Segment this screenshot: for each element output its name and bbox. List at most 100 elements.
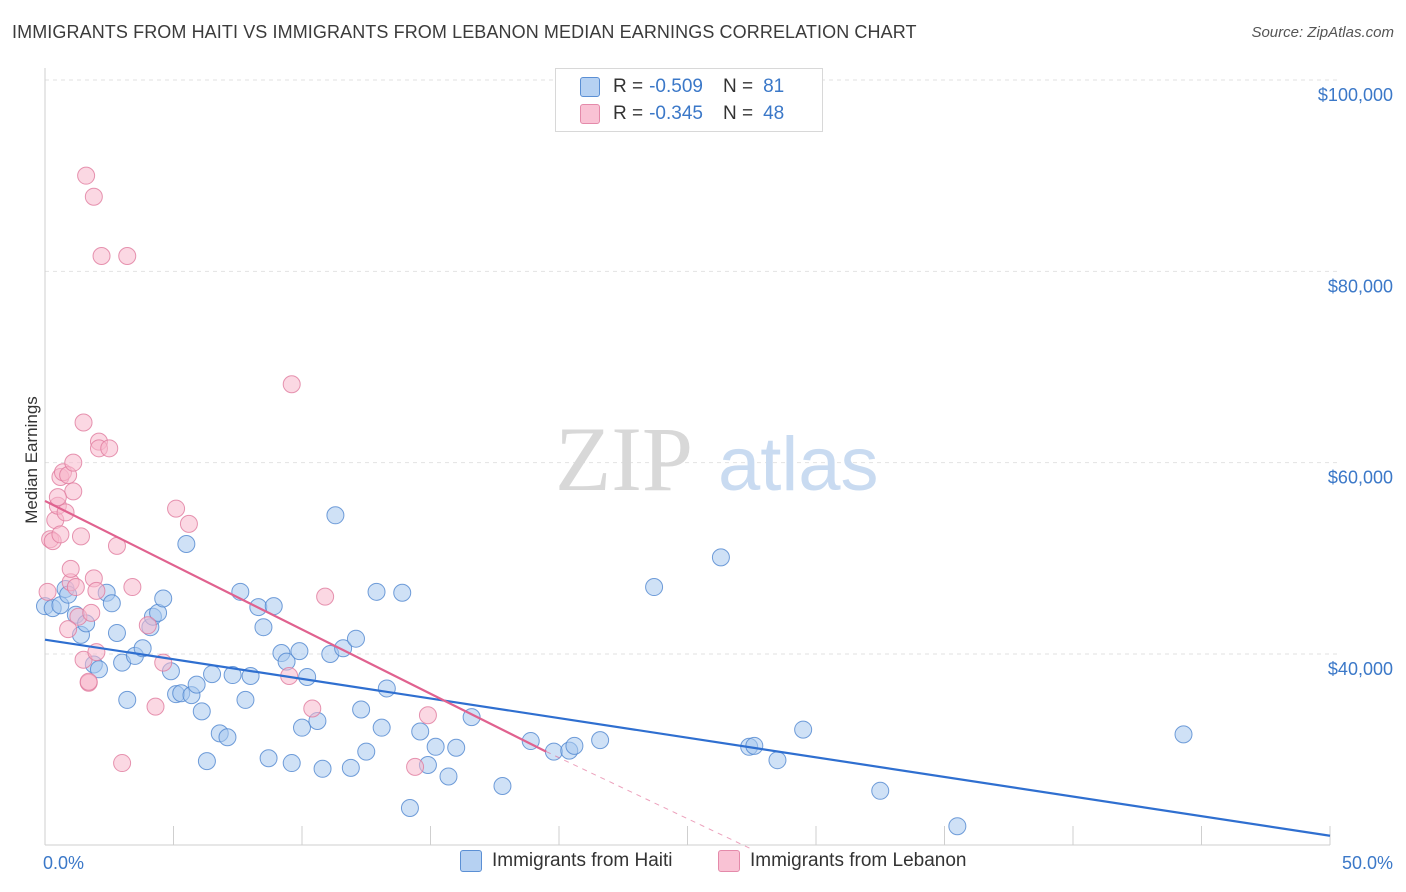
haiti-point [203, 665, 222, 684]
lebanon-point [303, 699, 322, 718]
lebanon-point [92, 247, 111, 266]
lebanon-point [38, 582, 57, 601]
haiti-point [591, 731, 610, 750]
lebanon-point [118, 247, 137, 266]
haiti-point [290, 642, 309, 661]
haiti-point [794, 720, 813, 739]
haiti-point [372, 718, 391, 737]
haiti-point [565, 736, 584, 755]
haiti-point [393, 583, 412, 602]
haiti-point [218, 728, 237, 747]
y-tick-label: $60,000 [1328, 468, 1393, 488]
haiti-point [426, 737, 445, 756]
lebanon-point [146, 697, 165, 716]
axes [44, 68, 1331, 846]
watermark: ZIP atlas [555, 408, 879, 510]
stats-legend: R = -0.509 N = 81 R = -0.345 N = 48 [555, 68, 823, 132]
legend-r-label: R = [613, 76, 644, 97]
lebanon-point [74, 413, 93, 432]
lebanon-trend-extension [545, 751, 752, 850]
legend-item-haiti: Immigrants from Haiti [460, 850, 673, 872]
haiti-point [313, 759, 332, 778]
haiti-point [107, 623, 126, 642]
legend-r-value: -0.345 [649, 103, 703, 124]
x-tick-label: 0.0% [43, 853, 84, 873]
haiti-point [259, 749, 278, 768]
lebanon-point [64, 453, 83, 472]
legend-n-value: 81 [763, 76, 785, 97]
haiti-trend-line [44, 638, 1331, 837]
lebanon-point [87, 581, 106, 600]
lebanon-point [82, 603, 101, 622]
lebanon-point [79, 672, 98, 691]
y-tick-label: $100,000 [1318, 85, 1393, 105]
haiti-point [948, 817, 967, 836]
haiti-point [118, 690, 137, 709]
haiti-point [293, 718, 311, 737]
haiti-point [411, 722, 430, 741]
lebanon-point [100, 439, 119, 458]
lebanon-point [418, 706, 437, 725]
legend-r-value: -0.509 [649, 76, 703, 97]
haiti-point [187, 675, 206, 694]
haiti-point [177, 534, 196, 553]
haiti-point [223, 666, 242, 685]
legend-row-haiti: R = -0.509 N = 81 [580, 75, 784, 99]
lebanon-point [66, 578, 85, 597]
haiti-point [745, 736, 764, 755]
lebanon-point [316, 587, 335, 606]
haiti-point [711, 548, 730, 567]
haiti-point [447, 738, 466, 757]
lebanon-point [179, 514, 198, 533]
lebanon-point [282, 375, 301, 394]
y-tick-label: $40,000 [1328, 659, 1393, 679]
chart-title: IMMIGRANTS FROM HAITI VS IMMIGRANTS FROM… [12, 22, 917, 42]
y-tick-labels: $40,000 $60,000 $80,000 $100,000 [1318, 85, 1393, 679]
haiti-point [871, 781, 890, 800]
lebanon-legend-swatch [718, 850, 740, 872]
legend-r-label: R = [613, 103, 644, 124]
x-tick-label: 50.0% [1342, 853, 1393, 873]
lebanon-point [71, 527, 90, 546]
lebanon-point [138, 616, 157, 635]
haiti-point [346, 629, 365, 648]
haiti-point [341, 758, 360, 777]
legend-n-label: N = [722, 76, 754, 97]
haiti-legend-swatch [460, 850, 482, 872]
haiti-point [645, 578, 664, 597]
lebanon-point [167, 499, 186, 518]
lebanon-point [84, 187, 103, 206]
source-label: Source: ZipAtlas.com [1251, 24, 1394, 41]
gridlines [45, 79, 1338, 655]
lebanon-swatch [580, 104, 600, 124]
y-tick-label: $80,000 [1328, 276, 1393, 296]
haiti-point [192, 702, 211, 721]
haiti-point [352, 700, 371, 719]
haiti-point [1174, 725, 1193, 744]
haiti-point [326, 506, 345, 525]
lebanon-point [48, 488, 67, 507]
lebanon-point [59, 620, 78, 639]
lebanon-point [51, 525, 70, 544]
series-legend: Immigrants from Haiti Immigrants from Le… [0, 850, 1406, 878]
haiti-point [254, 618, 273, 637]
haiti-swatch [580, 77, 600, 97]
haiti-point [439, 767, 458, 786]
lebanon-point [123, 578, 142, 597]
watermark-zip: ZIP [555, 408, 693, 510]
lebanon-point [61, 559, 80, 578]
haiti-point [89, 660, 108, 679]
x-tick-labels: 0.0% 50.0% [43, 853, 1393, 873]
legend-lebanon-label: Immigrants from Lebanon [750, 850, 967, 871]
trend-lines [44, 499, 1331, 850]
haiti-point [377, 679, 396, 698]
lebanon-point [113, 754, 132, 773]
lebanon-trend-line [44, 499, 547, 753]
haiti-point [133, 639, 152, 658]
haiti-point [357, 742, 376, 761]
haiti-point [768, 751, 787, 770]
data-points [36, 166, 1193, 836]
haiti-point [197, 752, 216, 771]
legend-n-label: N = [722, 103, 754, 124]
